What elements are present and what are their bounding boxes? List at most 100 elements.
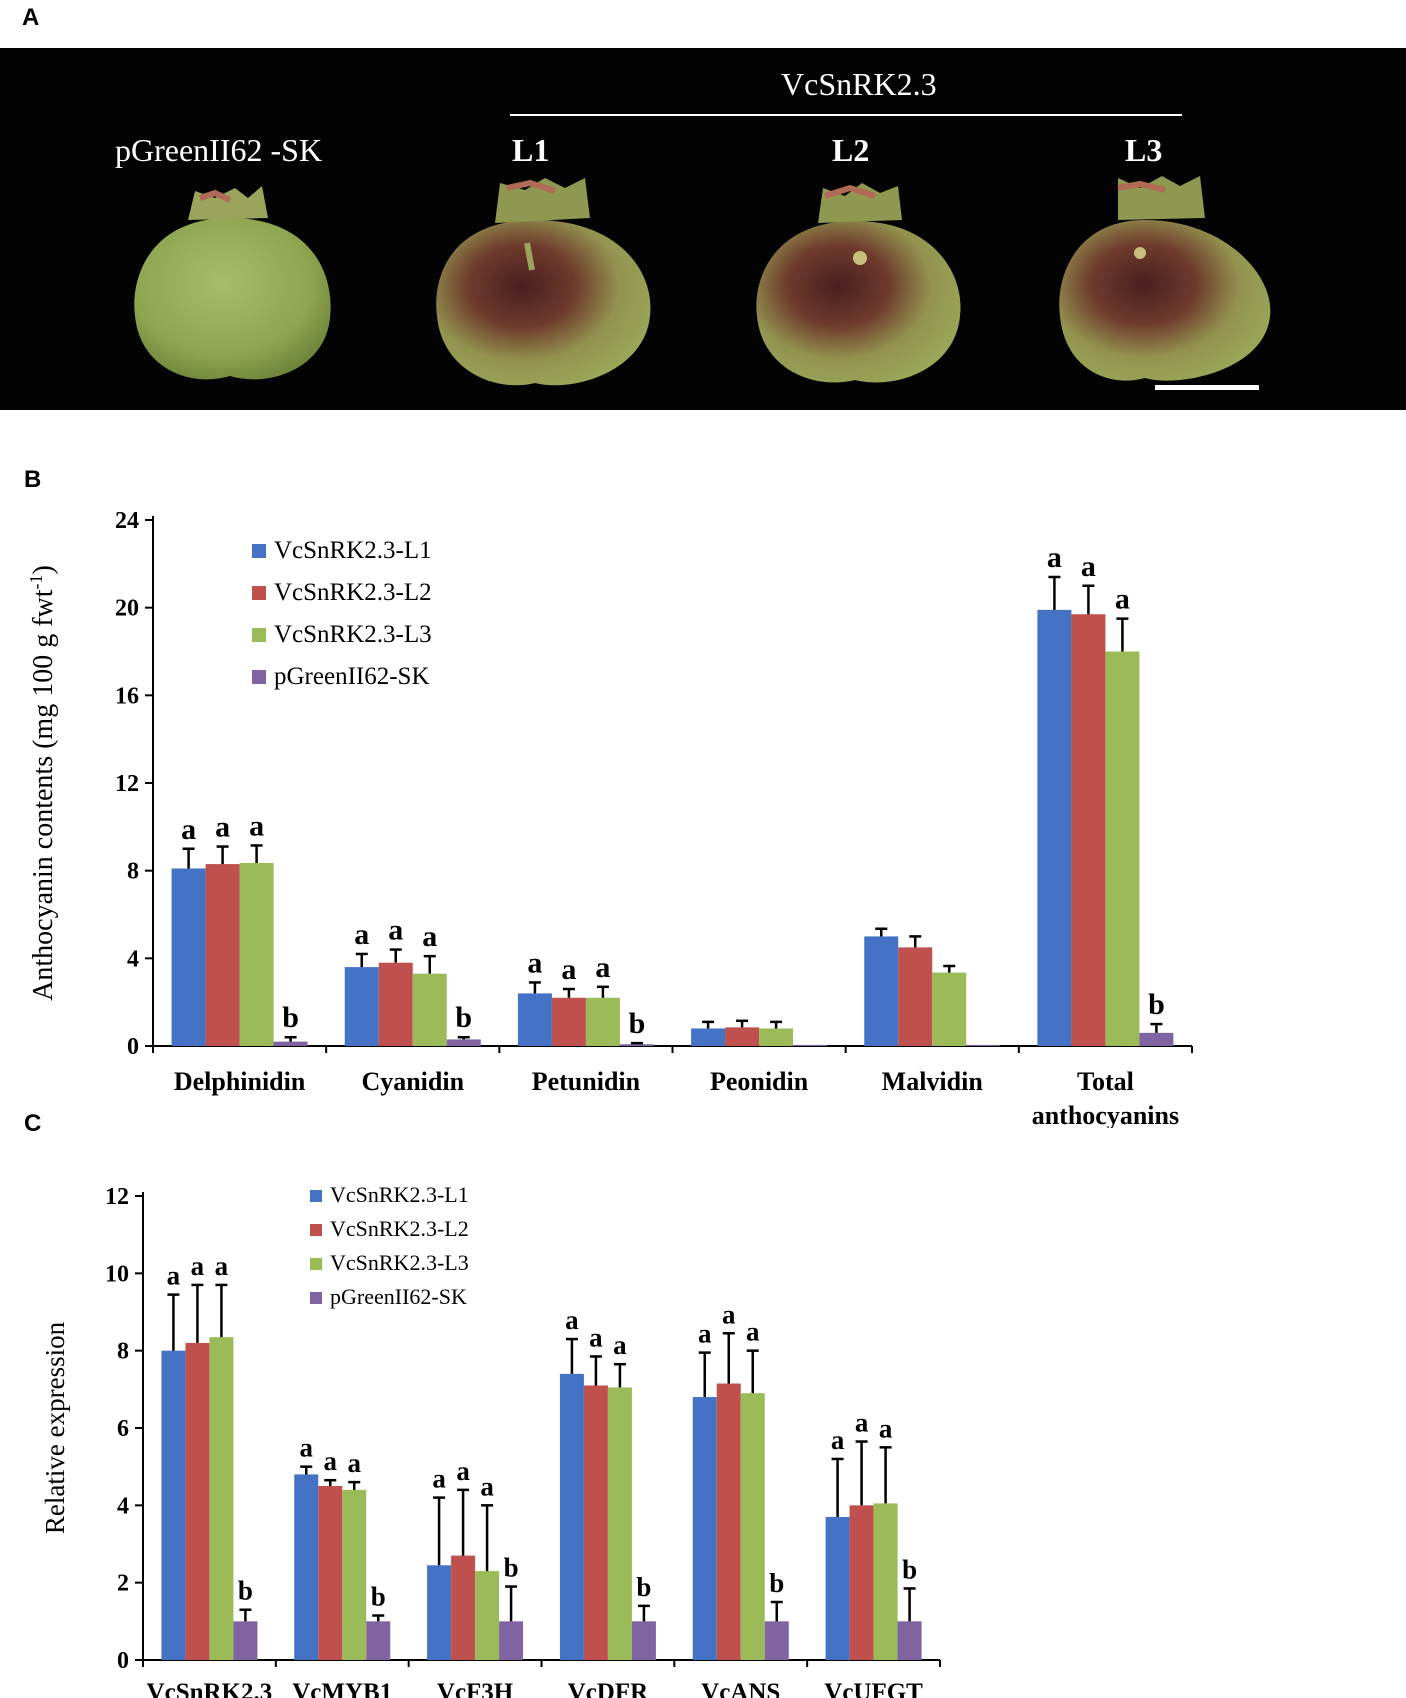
panel-c-category-label: VcMYB1	[292, 1679, 392, 1698]
panel-c-bar	[342, 1489, 367, 1660]
panel-c-category-label: VcANS	[701, 1679, 780, 1698]
panel-b-legend-swatch	[252, 628, 266, 642]
panel-b-category-label: Delphinidin	[174, 1067, 306, 1096]
line-label-l3: L3	[1125, 132, 1163, 168]
panel-c-y-axis-label-main: Relative expression	[40, 1321, 70, 1534]
panel-b-bar	[1139, 1032, 1174, 1046]
panel-c-bar	[427, 1565, 452, 1660]
panel-b-bar	[412, 973, 447, 1046]
panel-c-bar	[294, 1474, 319, 1660]
panel-c-bar	[451, 1555, 476, 1660]
panel-c-legend-swatch	[310, 1258, 322, 1270]
panel-c-category-label: VcSnRK2.3	[147, 1679, 273, 1698]
panel-c-legend-label: VcSnRK2.3-L3	[330, 1250, 469, 1275]
panel-b-bar	[273, 1041, 308, 1046]
panel-c-bar	[318, 1486, 343, 1660]
panel-b-significance-letter: a	[215, 811, 230, 844]
panel-c-significance-letter: a	[698, 1319, 712, 1349]
panel-b-significance-letter: a	[422, 920, 437, 953]
panel-b-legend-label: pGreenII62-SK	[274, 663, 430, 690]
panel-c-significance-letter: a	[722, 1299, 736, 1329]
panel-c-bar	[209, 1337, 234, 1660]
panel-c-bar	[897, 1621, 922, 1660]
panel-b-y-tick-label: 16	[115, 683, 139, 709]
panel-c-significance-letter: a	[191, 1251, 205, 1281]
panel-c-bar	[631, 1621, 656, 1660]
group-bracket-line	[510, 114, 1182, 116]
panel-c-bar	[499, 1621, 524, 1660]
panel-b-bar	[344, 967, 379, 1046]
panel-c-bar	[849, 1505, 874, 1660]
panel-c-bar	[366, 1621, 391, 1660]
panel-b-bar	[517, 993, 552, 1046]
panel-b-significance-letter: b	[455, 1001, 472, 1034]
panel-b-category-label: anthocyanins	[1032, 1101, 1179, 1128]
panel-c-bar	[185, 1342, 210, 1660]
panel-b-y-axis-label-close: )	[28, 565, 59, 574]
panel-c-significance-letter: a	[167, 1261, 181, 1291]
panel-c-legend-label: pGreenII62-SK	[330, 1284, 467, 1309]
panel-c-y-tick-label: 4	[117, 1493, 129, 1519]
panel-b-significance-letter: a	[1047, 541, 1062, 574]
panel-c-significance-letter: a	[879, 1413, 893, 1443]
panel-c-significance-letter: a	[456, 1456, 470, 1486]
panel-b-y-tick-label: 12	[115, 771, 139, 797]
panel-c-significance-letter: b	[238, 1576, 253, 1606]
panel-c-letter: C	[24, 1110, 42, 1137]
panel-b-bar	[619, 1044, 654, 1046]
panel-b-category-label: Cyanidin	[361, 1067, 464, 1096]
panel-b-bar	[446, 1039, 481, 1046]
panel-c-y-tick-label: 10	[105, 1261, 129, 1287]
panel-c-significance-letter: a	[855, 1408, 869, 1438]
panel-b-legend-swatch	[252, 670, 266, 684]
panel-c-y-tick-label: 6	[117, 1416, 129, 1442]
panel-c-y-tick-label: 12	[105, 1184, 129, 1210]
panel-c-category-label: VcDFR	[568, 1679, 649, 1698]
panel-b-y-tick-label: 4	[127, 946, 139, 972]
l3-fruit	[1059, 176, 1271, 381]
panel-b-y-tick-label: 8	[127, 859, 139, 885]
panel-a-letter: A	[22, 4, 40, 31]
panel-c-significance-letter: a	[613, 1330, 627, 1360]
panel-b-legend-label: VcSnRK2.3-L1	[274, 537, 432, 564]
panel-c-bar	[161, 1350, 186, 1660]
panel-b-category-label: Total	[1077, 1067, 1134, 1096]
panel-b-bar	[725, 1027, 760, 1046]
group-label: VcSnRK2.3	[781, 66, 937, 102]
panel-b-significance-letter: a	[561, 953, 576, 986]
panel-c-legend-label: VcSnRK2.3-L2	[330, 1216, 469, 1241]
panel-c-bar	[825, 1516, 850, 1660]
panel-b-significance-letter: a	[1115, 583, 1130, 616]
panel-c-y-axis-label: Relative expression	[40, 1321, 70, 1534]
panel-c-bar	[607, 1387, 632, 1660]
l1-fruit	[436, 178, 651, 386]
panel-c-significance-letter: a	[300, 1433, 314, 1463]
panel-b-bar	[378, 962, 413, 1046]
fruit-illustrations	[134, 176, 1271, 390]
panel-c-bar	[475, 1571, 500, 1660]
panel-c-significance-letter: a	[565, 1305, 579, 1335]
panel-b-significance-letter: a	[595, 951, 610, 984]
control-fruit	[134, 186, 331, 380]
panel-c-significance-letter: a	[589, 1322, 603, 1352]
panel-b-bar	[898, 947, 933, 1046]
panel-b-bar	[551, 997, 586, 1046]
panel-c-bar	[740, 1393, 765, 1660]
panel-c-legend-swatch	[310, 1190, 322, 1202]
panel-b-bar	[691, 1028, 726, 1046]
panel-c-y-tick-label: 8	[117, 1339, 129, 1365]
scale-bar	[1155, 385, 1259, 390]
panel-b-legend-label: VcSnRK2.3-L3	[274, 621, 432, 648]
panel-c-bar	[692, 1397, 717, 1660]
panel-b-significance-letter: b	[629, 1007, 646, 1040]
panel-c-significance-letter: b	[504, 1553, 519, 1583]
panel-b-y-tick-label: 20	[115, 596, 139, 622]
l2-fruit	[756, 183, 961, 383]
panel-c-bar	[583, 1385, 608, 1660]
panel-c-bar	[559, 1373, 584, 1660]
panel-c-significance-letter: b	[636, 1572, 651, 1602]
panel-b-bar	[1071, 614, 1106, 1046]
panel-b-bar	[585, 997, 620, 1046]
panel-b-significance-letter: b	[282, 1001, 299, 1034]
